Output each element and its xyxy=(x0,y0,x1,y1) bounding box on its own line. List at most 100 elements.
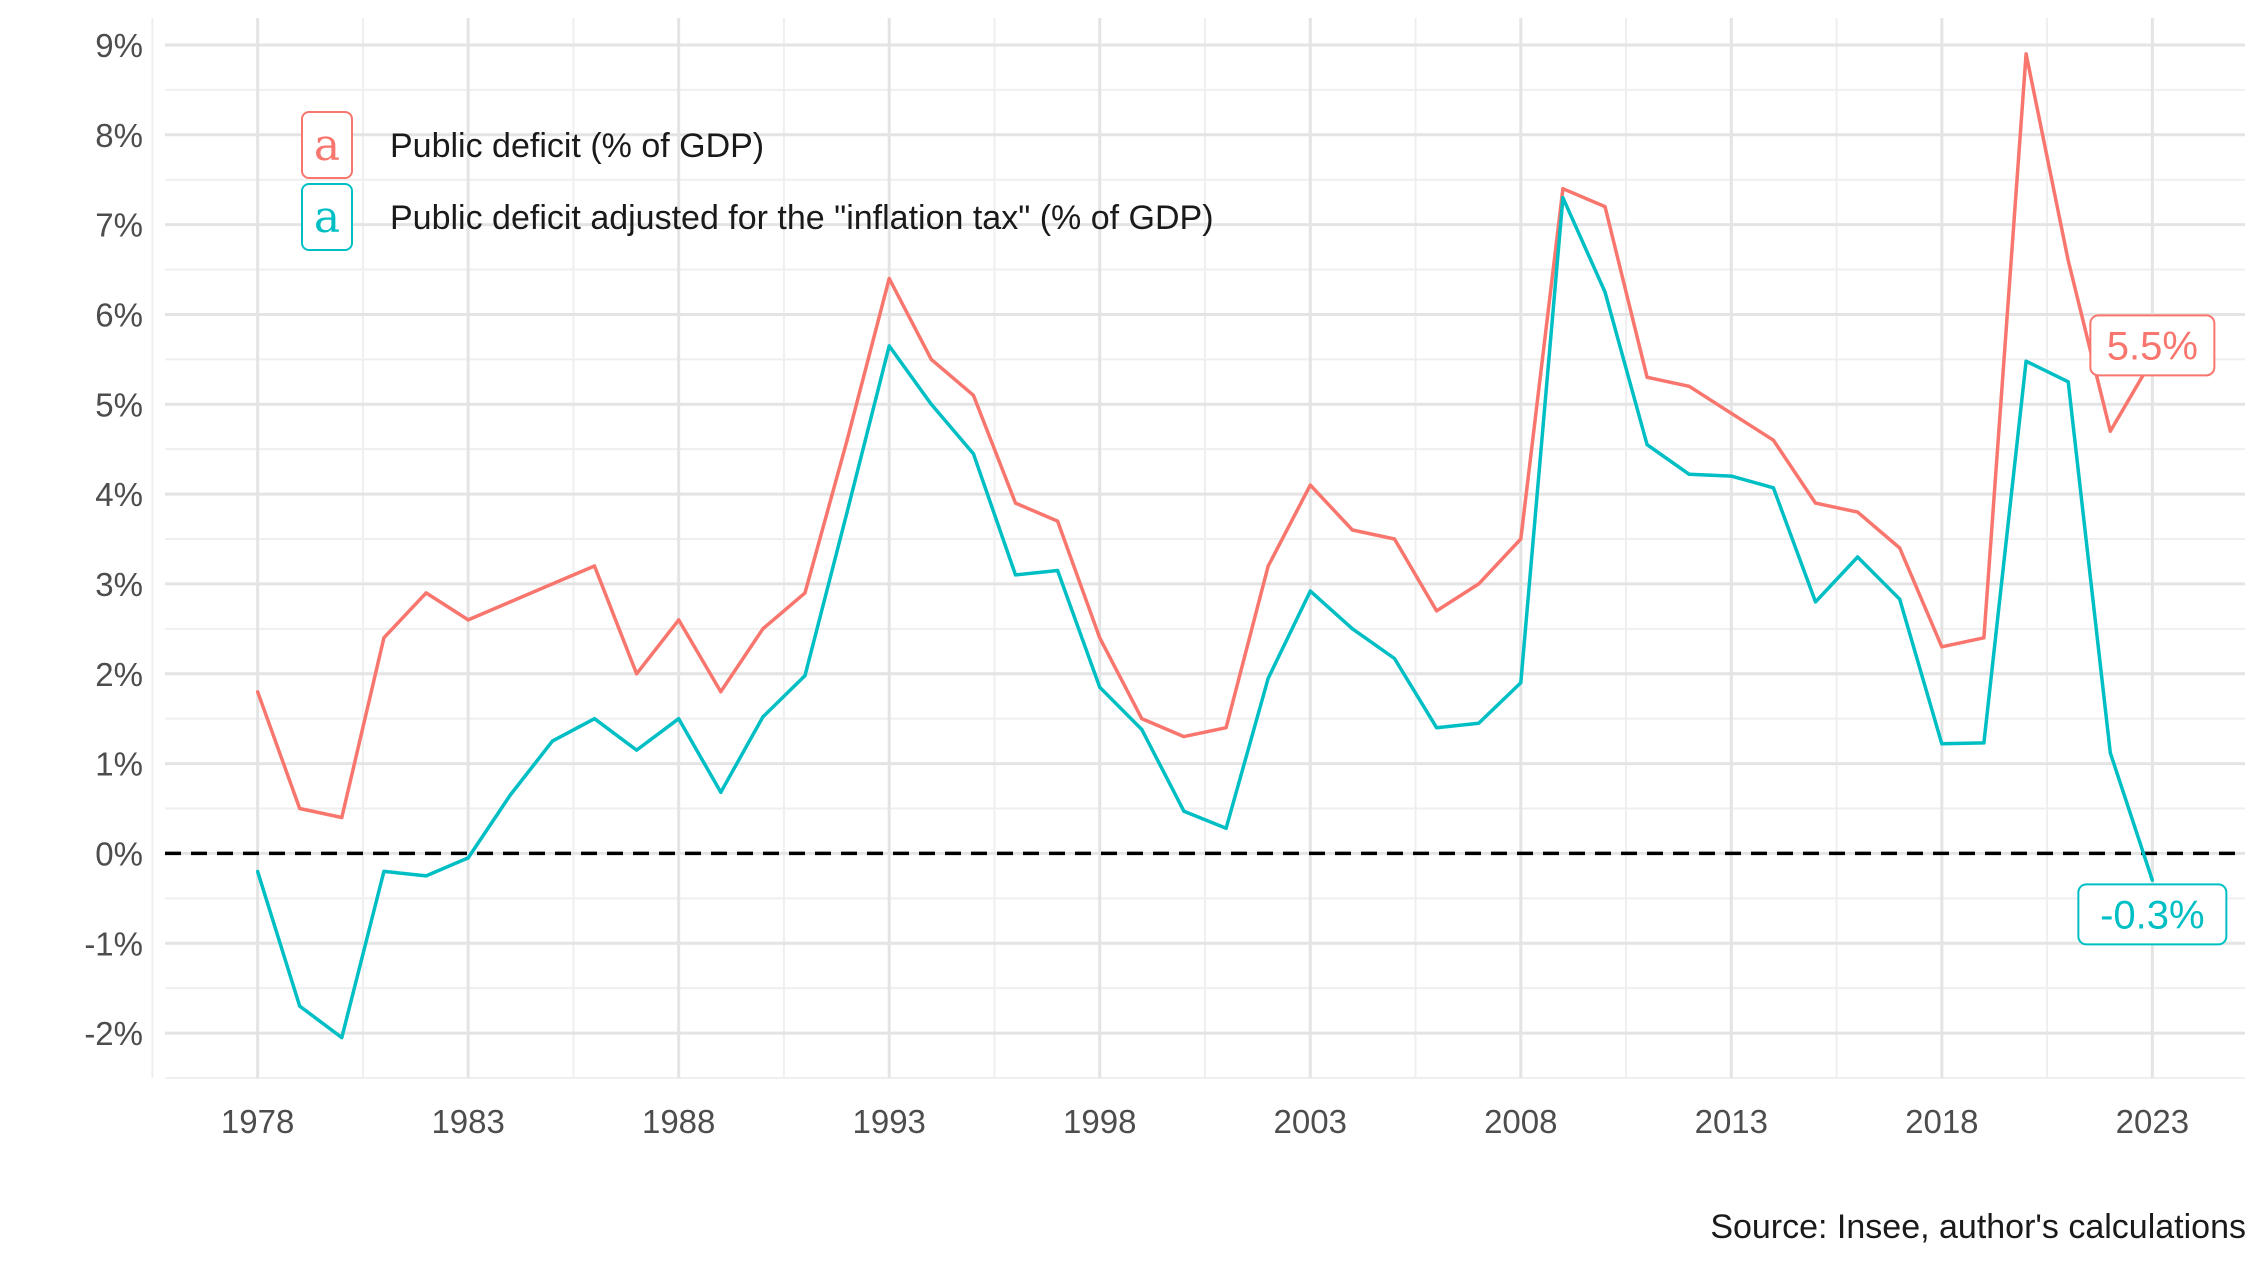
data-point xyxy=(1308,483,1312,487)
x-tick-label: 2023 xyxy=(2116,1103,2189,1140)
data-point xyxy=(1056,519,1060,523)
data-point xyxy=(1898,546,1902,550)
data-point xyxy=(508,600,512,604)
data-point xyxy=(845,438,849,442)
data-point xyxy=(1434,609,1439,613)
x-axis-tick-labels: 1978 1983 1988 1993 1998 2003 2008 2013 2018 2023 xyxy=(221,1103,2189,1140)
data-point xyxy=(1434,726,1439,730)
data-point xyxy=(1856,555,1860,559)
data-point xyxy=(719,690,723,694)
y-axis-tick-labels: -2% -1% 0% 1% 2% 3% 4% 5% 6% 7% 8% 9% xyxy=(84,27,143,1052)
legend-key-glyph: a xyxy=(314,120,340,171)
data-point xyxy=(1224,826,1228,830)
data-point xyxy=(550,739,554,743)
data-point xyxy=(508,793,512,797)
data-point xyxy=(466,618,470,622)
end-label-box xyxy=(2089,314,2216,377)
legend-label-1: Public deficit (% of GDP) xyxy=(390,127,764,165)
data-point xyxy=(761,715,765,719)
x-tick-label: 2008 xyxy=(1484,1103,1557,1140)
data-point xyxy=(340,1035,344,1040)
data-point xyxy=(929,402,933,406)
series-line xyxy=(255,52,2154,820)
data-point xyxy=(1140,727,1144,732)
data-point xyxy=(1729,474,1733,478)
data-point xyxy=(2066,380,2070,384)
data-point xyxy=(677,717,681,721)
data-point xyxy=(1771,486,1776,490)
data-point xyxy=(971,452,976,456)
data-point xyxy=(1771,438,1776,442)
data-point xyxy=(1392,656,1397,661)
series-2 xyxy=(255,195,2155,1040)
x-tick-label: 2003 xyxy=(1274,1103,1347,1140)
series-1 xyxy=(255,52,2154,820)
data-point xyxy=(761,627,765,631)
legend: a Public deficit (% of GDP) a Public defici… xyxy=(301,111,1214,251)
data-point xyxy=(971,393,976,397)
data-point xyxy=(1645,375,1649,379)
data-point xyxy=(1140,717,1144,721)
data-point xyxy=(1813,501,1818,505)
data-point xyxy=(340,815,344,820)
data-point xyxy=(634,748,639,752)
data-point xyxy=(2024,52,2028,56)
data-point xyxy=(929,357,933,361)
data-point xyxy=(1982,741,1986,745)
data-point xyxy=(550,582,554,586)
data-point xyxy=(424,591,428,595)
data-point xyxy=(256,690,260,694)
data-point xyxy=(1687,384,1691,388)
data-point xyxy=(298,806,302,811)
data-point xyxy=(1645,443,1649,447)
data-point xyxy=(803,673,807,678)
legend-label-2: Public deficit adjusted for the "inflati… xyxy=(390,199,1214,237)
data-point xyxy=(1098,636,1102,640)
data-point xyxy=(2108,751,2112,755)
data-point xyxy=(1013,573,1018,577)
data-point xyxy=(1308,589,1312,593)
legend-key-glyph: a xyxy=(314,192,340,243)
data-point xyxy=(1687,472,1691,476)
data-point xyxy=(1519,681,1523,685)
y-tick-label: 2% xyxy=(95,656,143,693)
data-point xyxy=(1603,205,1607,209)
grid-minor xyxy=(151,18,2245,1079)
data-point xyxy=(1940,742,1944,746)
data-point xyxy=(719,790,723,794)
data-point xyxy=(424,874,428,878)
x-tick-label: 1993 xyxy=(852,1103,925,1140)
data-point xyxy=(887,276,891,281)
data-point xyxy=(1350,528,1354,532)
data-point xyxy=(1603,290,1607,294)
data-point xyxy=(382,636,386,640)
x-tick-label: 1988 xyxy=(642,1103,715,1140)
data-point xyxy=(1729,411,1733,415)
data-point xyxy=(1561,196,1565,200)
data-point xyxy=(1898,597,1902,601)
end-label-2: -0.3% xyxy=(2100,893,2205,937)
x-tick-label: 2018 xyxy=(1905,1103,1978,1140)
y-tick-label: -2% xyxy=(84,1015,143,1052)
data-point xyxy=(1940,645,1944,649)
data-point xyxy=(1266,564,1270,568)
y-tick-label: 7% xyxy=(95,207,143,244)
grid-major xyxy=(165,18,2245,1078)
end-labels: 5.5% -0.3% xyxy=(2077,314,2228,946)
data-point xyxy=(887,344,891,348)
data-point xyxy=(677,618,681,622)
y-tick-label: 8% xyxy=(95,117,143,154)
legend-key-box xyxy=(301,111,353,179)
x-tick-label: 1998 xyxy=(1063,1103,1136,1140)
x-tick-label: 2013 xyxy=(1695,1103,1768,1140)
data-point xyxy=(256,869,260,873)
data-point xyxy=(1182,735,1186,739)
data-point xyxy=(1013,501,1018,505)
end-label-box xyxy=(2077,883,2228,946)
data-point xyxy=(2024,359,2028,363)
data-point xyxy=(1856,510,1860,514)
series-line xyxy=(255,195,2155,1040)
data-point xyxy=(298,1004,302,1008)
data-point xyxy=(1477,582,1481,586)
data-point xyxy=(1056,568,1060,573)
